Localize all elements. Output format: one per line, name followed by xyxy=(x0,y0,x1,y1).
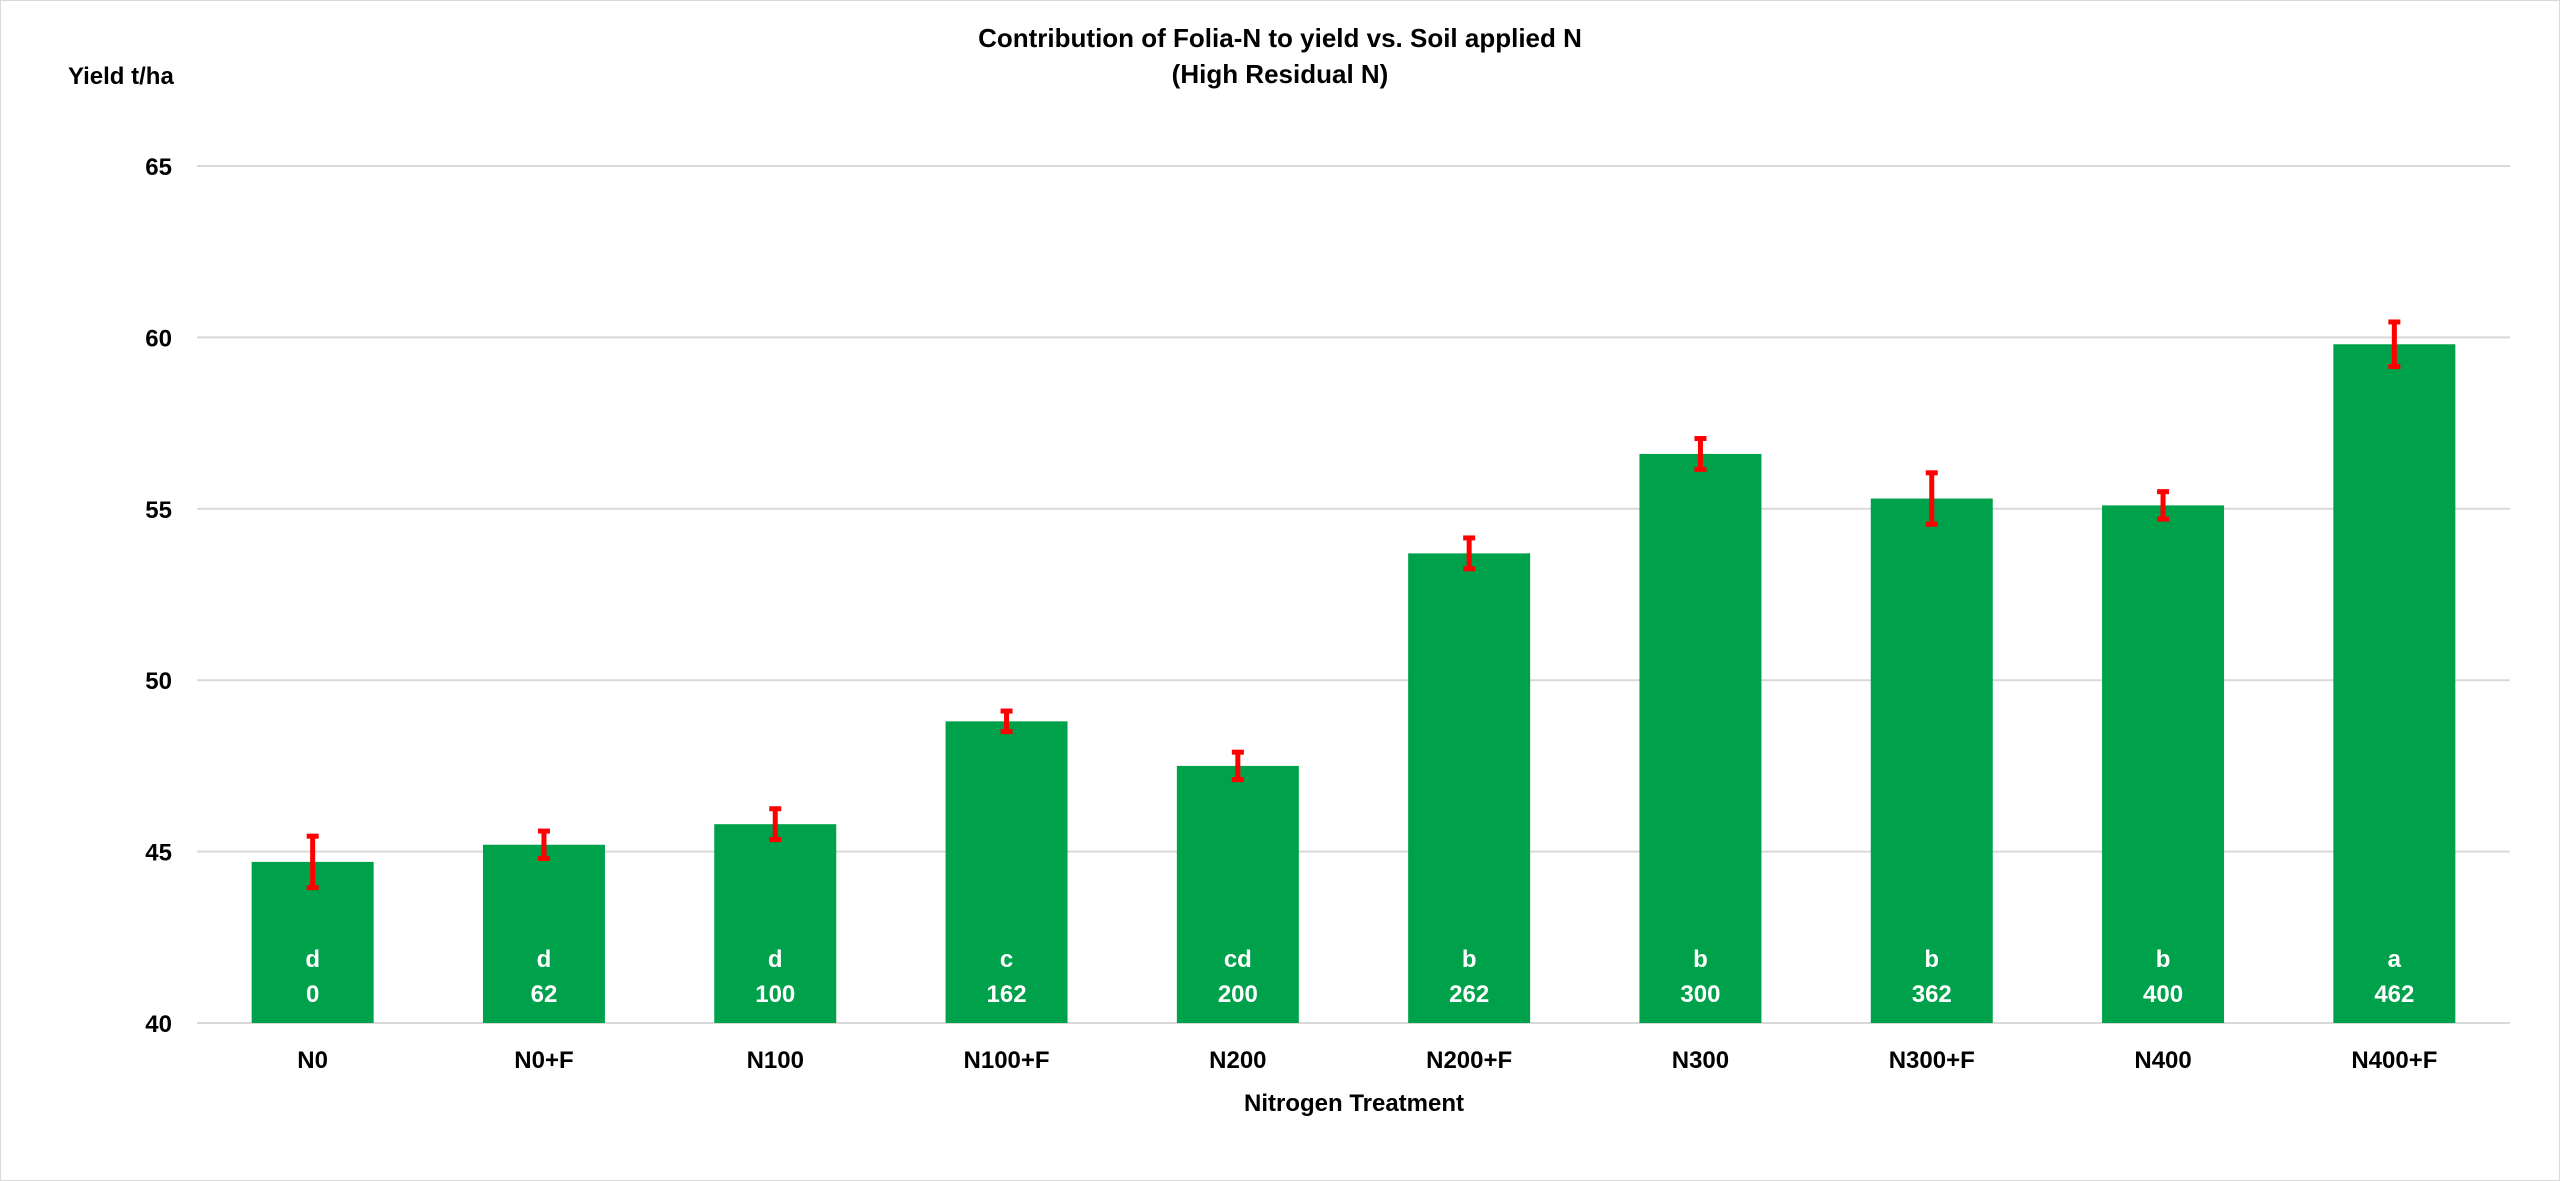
y-tick-label: 65 xyxy=(145,154,172,181)
x-tick-label: N400 xyxy=(2134,1047,2191,1074)
y-tick-label: 55 xyxy=(145,497,172,524)
significance-letter: d xyxy=(305,946,320,973)
n-total-label: 462 xyxy=(2374,981,2414,1008)
bar xyxy=(714,824,837,1023)
bars xyxy=(251,344,2456,1024)
x-tick-label: N200+F xyxy=(1426,1047,1512,1074)
n-total-label: 62 xyxy=(531,981,558,1008)
bar xyxy=(1408,553,1531,1023)
labels: d 0 N0 d 62 N0+F d 100 N100 c 162 N100+F cd 200 N200 b 2… xyxy=(297,946,2437,1074)
bar xyxy=(2333,344,2456,1024)
bar xyxy=(1870,498,1993,1023)
n-total-label: 400 xyxy=(2143,981,2183,1008)
bar xyxy=(1176,765,1299,1023)
bar xyxy=(1639,453,1762,1023)
error-bars xyxy=(306,319,2401,891)
n-total-label: 162 xyxy=(987,981,1027,1008)
n-total-label: 362 xyxy=(1912,981,1952,1008)
n-total-label: 0 xyxy=(306,981,319,1008)
x-tick-label: N300+F xyxy=(1889,1047,1975,1074)
x-tick-label: N100 xyxy=(747,1047,804,1074)
significance-letter: b xyxy=(2156,946,2171,973)
y-tick-label: 40 xyxy=(145,1011,172,1038)
y-tick-label: 50 xyxy=(145,668,172,695)
significance-letter: d xyxy=(537,946,552,973)
significance-letter: c xyxy=(1000,946,1013,973)
y-tick-label: 45 xyxy=(145,840,172,867)
x-tick-label: N200 xyxy=(1209,1047,1266,1074)
significance-letter: d xyxy=(768,946,783,973)
bar xyxy=(945,721,1068,1023)
bar xyxy=(2102,505,2225,1023)
x-tick-label: N400+F xyxy=(2351,1047,2437,1074)
y-axis-label: Yield t/ha xyxy=(68,63,174,90)
significance-letter: b xyxy=(1924,946,1939,973)
n-total-label: 200 xyxy=(1218,981,1258,1008)
significance-letter: cd xyxy=(1224,946,1252,973)
x-tick-label: N0 xyxy=(297,1047,328,1074)
x-tick-label: N0+F xyxy=(514,1047,573,1074)
x-axis-label: Nitrogen Treatment xyxy=(1244,1090,1464,1117)
bar xyxy=(482,844,605,1023)
chart-title: Contribution of Folia-N to yield vs. Soi… xyxy=(978,23,1582,53)
x-tick-label: N100+F xyxy=(964,1047,1050,1074)
chart-subtitle: (High Residual N) xyxy=(1172,59,1389,89)
significance-letter: b xyxy=(1693,946,1708,973)
n-total-label: 262 xyxy=(1449,981,1489,1008)
n-total-label: 100 xyxy=(755,981,795,1008)
y-tick-label: 60 xyxy=(145,325,172,352)
significance-letter: a xyxy=(2388,946,2402,973)
x-tick-label: N300 xyxy=(1672,1047,1729,1074)
n-total-label: 300 xyxy=(1680,981,1720,1008)
significance-letter: b xyxy=(1462,946,1477,973)
